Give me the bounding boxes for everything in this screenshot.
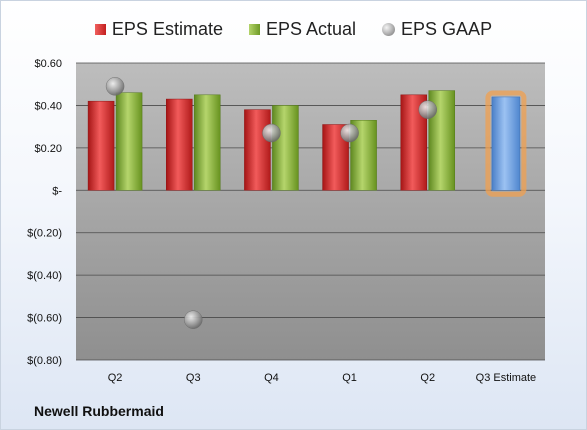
legend-label-gaap: EPS GAAP <box>401 18 493 39</box>
y-tick-label: $- <box>52 185 62 197</box>
x-tick-label: Q3 Estimate <box>476 372 537 384</box>
x-tick-label: Q2 <box>420 372 435 384</box>
y-tick-label: $(0.60) <box>27 313 62 325</box>
legend-item-gaap: EPS GAAP <box>382 19 492 40</box>
x-tick-label: Q2 <box>108 372 123 384</box>
legend-item-estimate: EPS Estimate <box>94 18 223 40</box>
bar-eps-projection <box>491 96 521 191</box>
y-tick-label: $(0.40) <box>27 270 62 282</box>
projection-highlight <box>485 90 527 197</box>
y-tick-label: $(0.20) <box>27 228 62 240</box>
y-tick-label: $0.60 <box>34 58 62 70</box>
point-eps-gaap <box>262 123 281 143</box>
bar-eps-estimate <box>244 109 271 191</box>
plot-area <box>76 63 545 360</box>
bar-eps-actual <box>194 94 221 191</box>
x-tick-label: Q1 <box>342 372 357 384</box>
x-tick-label: Q3 <box>186 372 201 384</box>
legend-label-actual: EPS Actual <box>265 18 357 39</box>
point-eps-gaap <box>184 310 203 329</box>
bar-eps-estimate <box>166 98 193 191</box>
legend-swatch-actual <box>248 23 260 35</box>
y-tick-label: $(0.80) <box>27 355 62 367</box>
x-tick-label: Q4 <box>264 372 279 384</box>
company-name: Newell Rubbermaid <box>34 403 164 419</box>
point-eps-gaap <box>418 100 437 119</box>
legend-item-actual: EPS Actual <box>248 18 357 40</box>
bar-eps-estimate <box>87 100 115 191</box>
bar-eps-actual <box>115 92 143 191</box>
point-eps-gaap <box>340 123 359 143</box>
legend-label-estimate: EPS Estimate <box>111 18 223 39</box>
chart-legend: EPS Estimate EPS Actual EPS GAAP <box>0 14 587 44</box>
legend-swatch-estimate <box>94 23 106 35</box>
bar-eps-actual <box>272 105 299 191</box>
legend-swatch-gaap <box>382 22 396 36</box>
y-tick-label: $0.40 <box>34 100 62 112</box>
y-tick-label: $0.20 <box>34 143 62 155</box>
point-eps-gaap <box>105 77 125 96</box>
